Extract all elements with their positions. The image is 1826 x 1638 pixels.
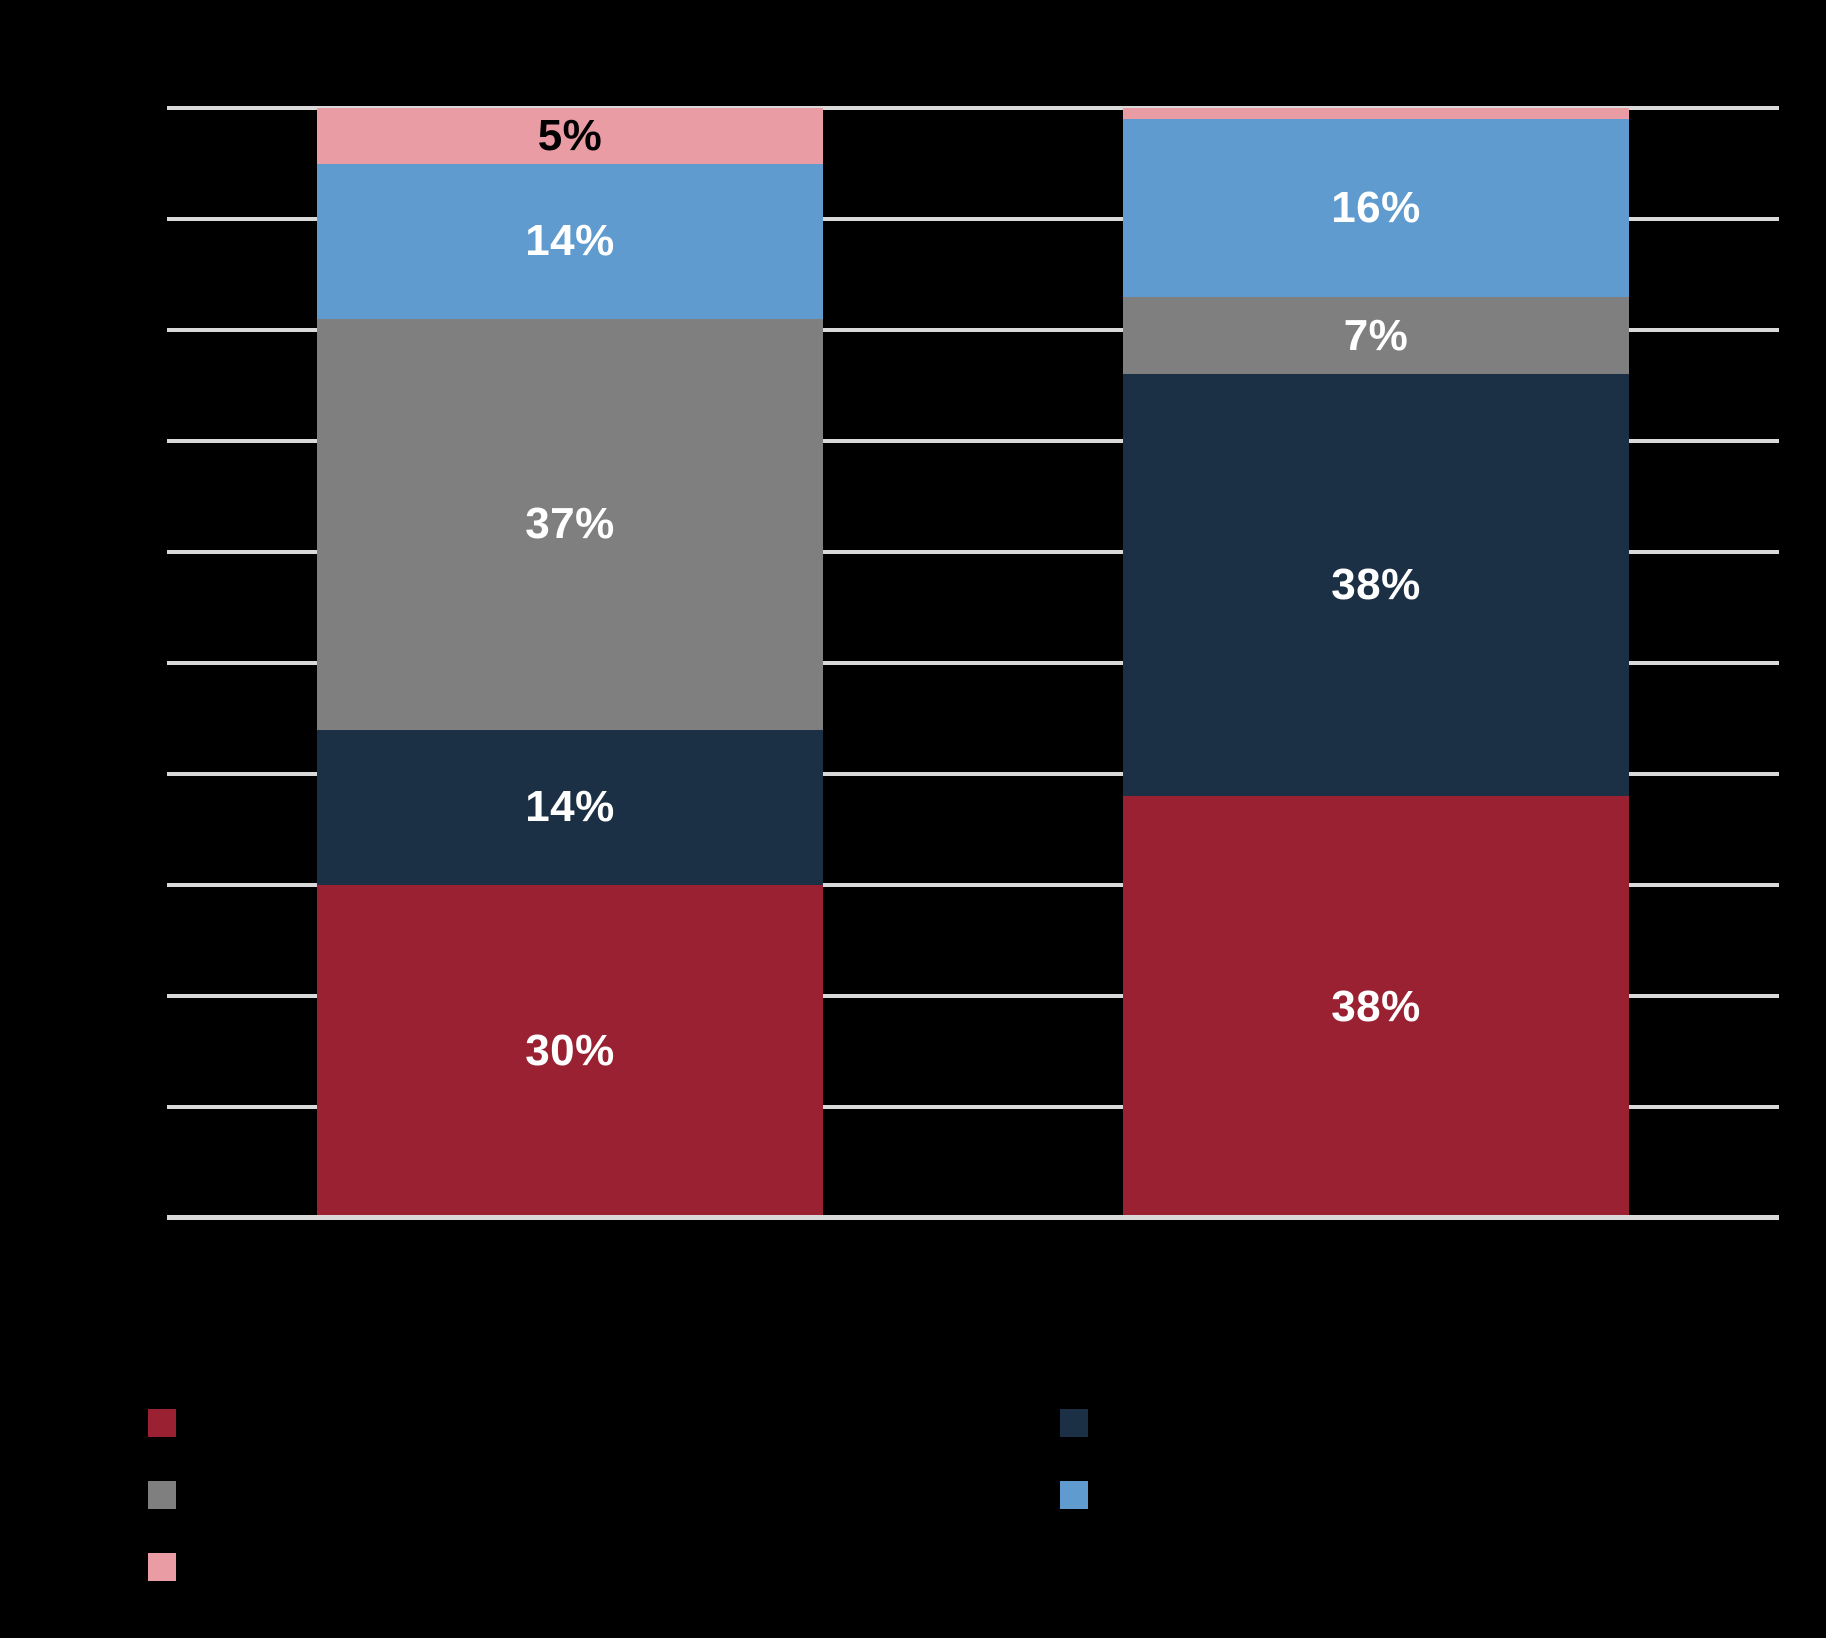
- gridline: [167, 994, 1779, 998]
- legend-swatch-gray: [148, 1481, 176, 1509]
- gridline: [167, 883, 1779, 887]
- gridline: [167, 328, 1779, 332]
- gridline: [167, 106, 1779, 110]
- segment-label: 14%: [525, 216, 615, 266]
- gridline: [167, 439, 1779, 443]
- bar-segment-light-blue: 14%: [317, 163, 823, 319]
- segment-label: 7%: [1343, 310, 1409, 360]
- stacked-bar: 16% 7% 38% 38%: [1123, 108, 1629, 1218]
- legend-swatch-light-blue: [1060, 1481, 1088, 1509]
- bar-segment-crimson: 38%: [1123, 796, 1629, 1218]
- bar-segment-light-blue: 16%: [1123, 119, 1629, 297]
- gridline: [167, 550, 1779, 554]
- bar-segment-gray: 7%: [1123, 296, 1629, 375]
- segment-label: 16%: [1331, 182, 1421, 232]
- legend-swatch-crimson: [148, 1409, 176, 1437]
- gridline: [167, 661, 1779, 665]
- gridline: [167, 1105, 1779, 1109]
- gridline: [167, 772, 1779, 776]
- bar-segment-pink: [1123, 108, 1629, 120]
- bar-segment-dark-navy: 14%: [317, 729, 823, 885]
- segment-label: 38%: [1331, 982, 1421, 1032]
- stacked-bar: 5% 14% 37% 14% 30%: [317, 108, 823, 1218]
- plot-area: 5% 14% 37% 14% 30% 16% 7% 38% 38%: [167, 106, 1779, 1220]
- segment-label: 37%: [525, 499, 615, 549]
- segment-label: 30%: [525, 1026, 615, 1076]
- x-axis-line: [167, 1215, 1779, 1220]
- bar-segment-crimson: 30%: [317, 884, 823, 1218]
- gridline: [167, 217, 1779, 221]
- segment-label: 38%: [1331, 560, 1421, 610]
- bar-segment-gray: 37%: [317, 318, 823, 730]
- segment-label: 5%: [537, 110, 603, 160]
- bar-segment-pink: 5%: [317, 108, 823, 164]
- legend-swatch-dark-navy: [1060, 1409, 1088, 1437]
- bar-segment-dark-navy: 38%: [1123, 374, 1629, 797]
- legend-swatch-pink: [148, 1553, 176, 1581]
- segment-label: 14%: [525, 782, 615, 832]
